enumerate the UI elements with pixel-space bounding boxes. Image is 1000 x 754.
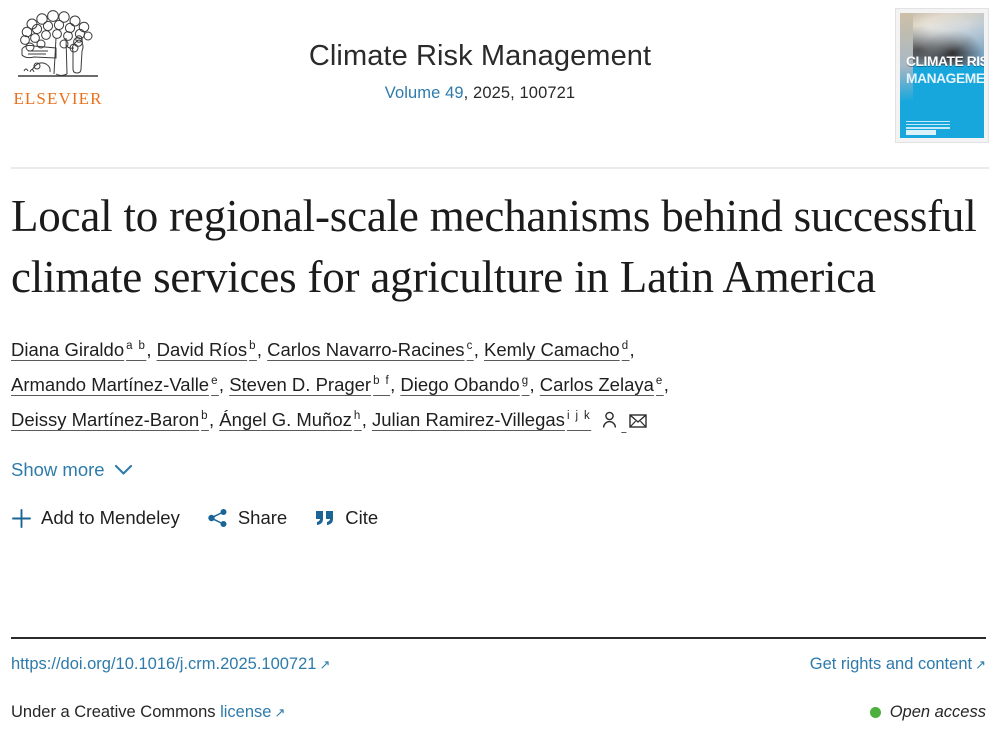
cover-photo — [900, 13, 984, 65]
author-separator: , — [629, 339, 635, 360]
author-separator: , — [663, 374, 669, 395]
author-link[interactable]: Diana Giraldo a b — [11, 339, 146, 360]
author-separator: , — [218, 374, 225, 395]
author-name: Ángel G. Muñoz — [219, 409, 352, 430]
author-name: Steven D. Prager — [229, 374, 372, 395]
external-link-icon: ↗ — [975, 657, 986, 672]
person-icon[interactable] — [601, 411, 618, 429]
author-name: Diego Obando — [400, 374, 520, 395]
author-link[interactable]: Steven D. Prager b f — [229, 374, 390, 395]
author-list: Diana Giraldo a b, David Ríos b, Carlos Na… — [11, 332, 841, 437]
author-name: Deissy Martínez-Baron — [11, 409, 200, 430]
elsevier-wordmark: ELSEVIER — [13, 89, 103, 108]
author-separator: , — [208, 409, 215, 430]
cover-artwork: CLIMATE RISK MANAGEMENT — [900, 13, 984, 138]
author-name: Julian Ramirez-Villegas — [371, 409, 565, 430]
elsevier-logo[interactable]: ELSEVIER — [10, 8, 106, 116]
author-affiliation: b — [249, 339, 257, 352]
author-affiliation: e — [655, 374, 664, 387]
author-link[interactable]: David Ríos b — [157, 339, 257, 360]
author-name: Carlos Navarro-Racines — [267, 339, 465, 360]
license-link-label: license — [220, 703, 272, 721]
journal-title[interactable]: Climate Risk Management — [308, 40, 652, 72]
doi-link[interactable]: https://doi.org/10.1016/j.crm.2025.10072… — [11, 655, 330, 674]
author-name: David Ríos — [156, 339, 248, 360]
author-separator: , — [361, 409, 367, 430]
add-to-mendeley-label: Add to Mendeley — [41, 507, 180, 528]
author-link[interactable]: Armando Martínez-Valle e — [11, 374, 219, 395]
author-affiliation: g — [521, 374, 530, 387]
author-link[interactable]: Julian Ramirez-Villegas i j k — [372, 409, 591, 430]
share-label: Share — [237, 507, 288, 528]
doi-row: https://doi.org/10.1016/j.crm.2025.10072… — [11, 655, 986, 674]
show-more-label: Show more — [11, 459, 105, 480]
author-affiliation: b f — [373, 374, 391, 387]
share-icon — [207, 508, 229, 528]
journal-issue-meta: Volume 49, 2025, 100721 — [140, 84, 820, 103]
external-link-icon: ↗ — [319, 657, 331, 672]
author-link[interactable]: Carlos Zelaya e — [540, 374, 664, 395]
cite-button[interactable]: Cite — [314, 507, 378, 529]
author-name: Kemly Camacho — [484, 339, 620, 360]
author-separator: , — [146, 339, 152, 360]
cover-publisher-mark — [906, 130, 936, 135]
author-link[interactable]: Diego Obando g — [400, 374, 529, 395]
license-link[interactable]: license ↗ — [220, 703, 285, 721]
author-separator: , — [256, 339, 263, 360]
journal-header: ELSEVIER Climate Risk Management Volume … — [0, 0, 1000, 160]
license-prefix: Under a Creative Commons — [11, 703, 216, 721]
author-affiliation: d — [621, 339, 630, 352]
author-separator: , — [529, 374, 535, 395]
quote-icon — [314, 509, 336, 527]
cover-title-line2: MANAGEMENT — [906, 71, 984, 86]
author-separator: , — [473, 339, 479, 360]
elsevier-tree-logo-icon — [18, 10, 98, 77]
author-affiliation: a b — [126, 339, 147, 352]
show-more-authors-button[interactable]: Show more — [11, 459, 133, 481]
open-access-label: Open access — [889, 703, 986, 721]
author-name: Carlos Zelaya — [539, 374, 654, 395]
volume-link[interactable]: Volume 49 — [384, 84, 464, 103]
header-divider — [11, 167, 989, 169]
open-access-badge: Open access — [869, 703, 986, 722]
article-footer-divider — [11, 637, 986, 639]
author-link[interactable]: Deissy Martínez-Baron b — [11, 409, 209, 430]
cover-footer-lines — [906, 121, 950, 129]
external-link-icon: ↗ — [274, 705, 286, 720]
author-affiliation: c — [466, 339, 474, 352]
author-separator: , — [390, 374, 396, 395]
share-button[interactable]: Share — [207, 507, 287, 529]
plus-icon — [11, 508, 32, 529]
author-affiliation: b — [201, 409, 209, 422]
journal-info: Climate Risk Management Volume 49, 2025,… — [140, 40, 820, 103]
add-to-mendeley-button[interactable]: Add to Mendeley — [11, 507, 180, 529]
envelope-icon[interactable] — [629, 413, 648, 429]
author-name: Armando Martínez-Valle — [11, 374, 210, 395]
page-title: Local to regional-scale mechanisms behin… — [11, 191, 977, 302]
chevron-down-icon — [114, 464, 132, 475]
article-header: Local to regional-scale mechanisms behin… — [11, 186, 989, 529]
open-access-dot-icon — [869, 707, 881, 718]
article-actions: Add to Mendeley Share Cite — [11, 507, 989, 529]
author-link[interactable]: Carlos Navarro-Racines c — [267, 339, 474, 360]
journal-cover-thumbnail[interactable]: CLIMATE RISK MANAGEMENT — [895, 8, 989, 143]
issue-meta-text: , 2025, 100721 — [463, 84, 576, 103]
cite-label: Cite — [345, 507, 379, 528]
license-text: Under a Creative Commons license ↗ — [11, 703, 285, 722]
corresponding-author-contact[interactable] — [596, 402, 652, 437]
rights-label: Get rights and content — [809, 655, 973, 673]
author-link[interactable]: Kemly Camacho d — [484, 339, 630, 360]
cover-title-line1: CLIMATE RISK — [906, 54, 984, 69]
get-rights-and-content-link[interactable]: Get rights and content ↗ — [810, 655, 986, 674]
author-affiliation: h — [353, 409, 362, 422]
author-link[interactable]: Ángel G. Muñoz h — [219, 409, 361, 430]
doi-text: https://doi.org/10.1016/j.crm.2025.10072… — [11, 655, 317, 673]
license-row: Under a Creative Commons license ↗ Open a… — [11, 703, 986, 722]
cover-side-strip — [900, 13, 913, 101]
author-affiliation: i j k — [566, 409, 592, 422]
author-affiliation: e — [211, 374, 219, 387]
author-name: Diana Giraldo — [11, 339, 125, 360]
